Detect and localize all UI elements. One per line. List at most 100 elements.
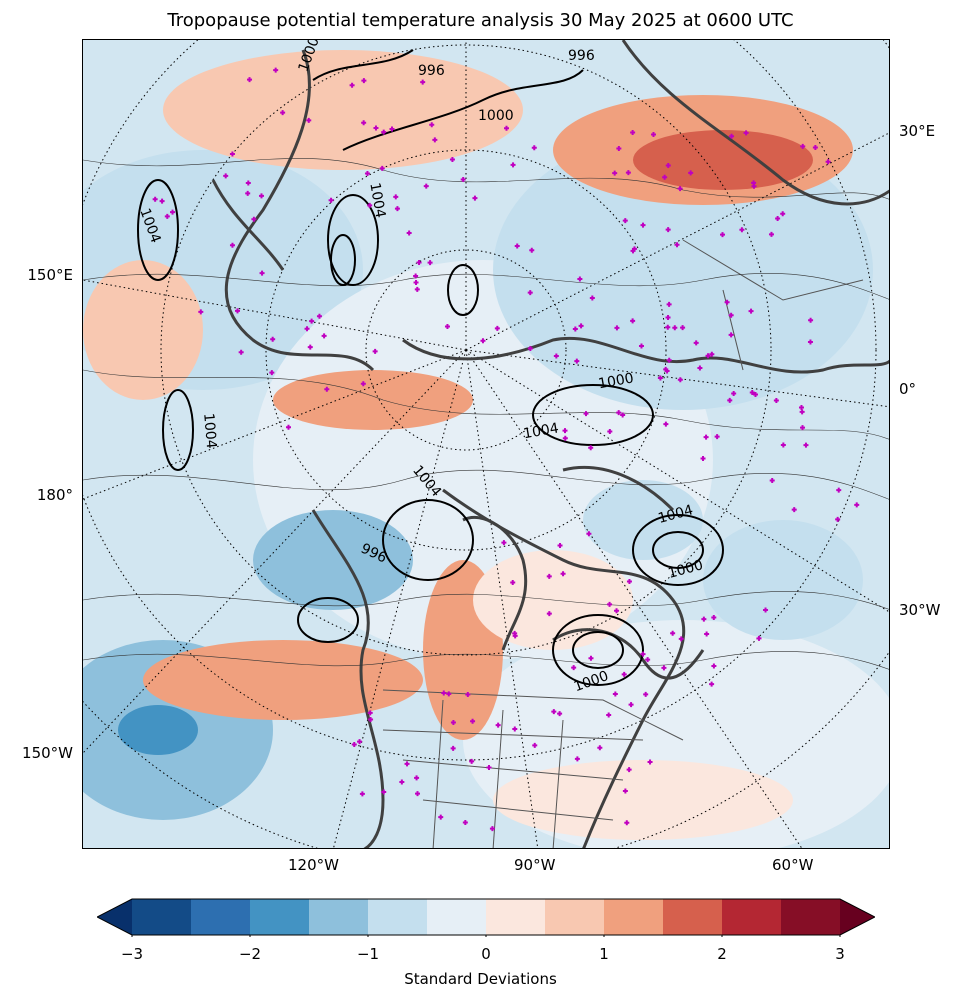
station-marker <box>546 611 552 617</box>
map-title: Tropopause potential temperature analysi… <box>167 10 794 31</box>
station-marker <box>709 351 715 357</box>
station-marker <box>531 145 537 151</box>
station-marker <box>577 276 583 282</box>
colorbar-tick-label: −2 <box>238 945 262 963</box>
colorbar-segment <box>604 899 664 935</box>
station-marker <box>164 213 170 219</box>
contour-label: 996 <box>418 63 445 79</box>
station-marker <box>361 78 367 84</box>
colorbar-tick-label: 1 <box>599 945 609 963</box>
station-marker <box>423 183 429 189</box>
station-marker <box>324 386 330 392</box>
station-marker <box>574 756 580 762</box>
station-marker <box>361 120 367 126</box>
station-marker <box>258 193 264 199</box>
station-marker <box>799 409 805 415</box>
colorbar-extend-low <box>97 899 132 935</box>
station-marker <box>245 190 251 196</box>
station-marker <box>743 130 749 136</box>
lon-label-180: 180° <box>36 486 73 504</box>
colorbar-tick-label: 3 <box>835 945 845 963</box>
station-marker <box>432 137 438 143</box>
station-marker <box>768 231 774 237</box>
station-marker <box>756 635 762 641</box>
station-marker <box>665 227 671 233</box>
contour-label: 1004 <box>200 413 219 450</box>
station-marker <box>807 339 813 345</box>
station-marker <box>705 353 711 359</box>
station-marker <box>709 681 715 687</box>
station-marker <box>803 442 809 448</box>
station-marker <box>406 230 412 236</box>
station-marker <box>791 507 797 513</box>
colorbar-segment <box>132 899 192 935</box>
colorbar-tick-label: −3 <box>120 945 144 963</box>
station-marker <box>389 126 395 132</box>
colorbar-segment <box>368 899 428 935</box>
station-marker <box>700 455 706 461</box>
station-marker <box>429 122 435 128</box>
station-marker <box>229 151 235 157</box>
station-marker <box>368 716 374 722</box>
station-marker <box>415 791 421 797</box>
station-marker <box>626 767 632 773</box>
colorbar-svg <box>95 898 877 937</box>
station-marker <box>643 691 649 697</box>
station-marker <box>285 424 291 430</box>
station-marker <box>462 819 468 825</box>
station-marker <box>800 143 806 149</box>
station-marker <box>469 758 475 764</box>
station-marker <box>259 270 265 276</box>
station-marker <box>616 146 622 152</box>
graticule <box>83 40 889 848</box>
station-marker <box>489 826 495 832</box>
station-marker <box>304 326 310 332</box>
colorbar-segment <box>781 899 841 935</box>
anomaly-field <box>83 50 889 848</box>
lon-label-30w: 30°W <box>899 601 941 619</box>
station-marker <box>630 318 636 324</box>
colorbar <box>95 897 877 937</box>
station-marker <box>553 353 559 359</box>
colorbar-label: Standard Deviations <box>404 970 557 988</box>
station-marker <box>607 601 613 607</box>
colorbar-segment <box>309 899 369 935</box>
coastlines <box>211 40 889 848</box>
station-marker <box>273 67 279 73</box>
station-marker <box>769 477 775 483</box>
station-marker <box>562 428 568 434</box>
station-marker <box>812 144 818 150</box>
station-marker <box>663 421 669 427</box>
station-marker <box>372 348 378 354</box>
station-marker <box>661 665 667 671</box>
station-marker <box>399 779 405 785</box>
station-marker <box>808 317 814 323</box>
station-marker <box>414 286 420 292</box>
station-marker <box>727 397 733 403</box>
colorbar-segment <box>722 899 782 935</box>
station-marker <box>680 325 686 331</box>
contour-label: 1000 <box>597 370 635 392</box>
colorbar-segment <box>191 899 251 935</box>
station-marker <box>512 726 518 732</box>
station-marker <box>527 290 533 296</box>
station-marker <box>626 578 632 584</box>
station-marker <box>773 397 779 403</box>
country-borders <box>382 239 864 848</box>
station-marker <box>381 129 387 135</box>
station-marker <box>460 177 466 183</box>
station-marker <box>650 131 656 137</box>
lon-label-90w: 90°W <box>514 856 556 874</box>
station-marker <box>662 174 668 180</box>
station-marker <box>628 702 634 708</box>
station-marker <box>247 77 253 83</box>
station-marker <box>441 690 447 696</box>
station-marker <box>349 82 355 88</box>
station-marker <box>367 710 373 716</box>
station-marker <box>551 709 557 715</box>
station-marker <box>621 671 627 677</box>
station-marker <box>364 170 370 176</box>
colorbar-tick-label: 0 <box>481 945 491 963</box>
station-marker <box>420 79 426 85</box>
station-marker <box>612 170 618 176</box>
